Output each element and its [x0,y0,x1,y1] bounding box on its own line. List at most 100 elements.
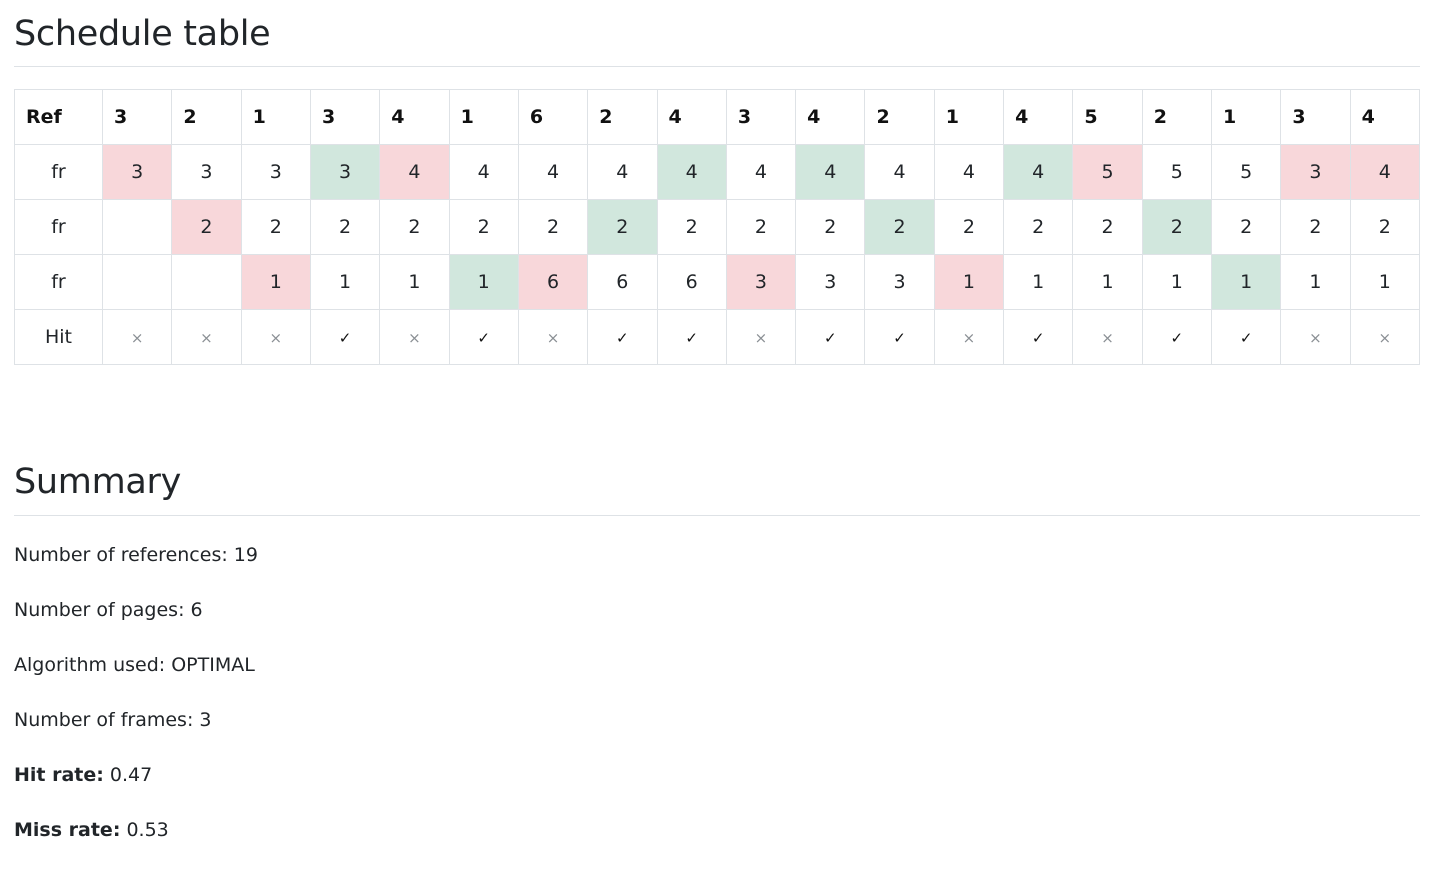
frame-cell: 4 [725,144,797,200]
ref-cell: 1 [448,89,519,145]
hit-check-cell: ✓ [864,309,935,365]
frame-cell: 2 [1349,199,1421,255]
frame-cell: 2 [1141,199,1213,255]
cross-icon: × [269,329,283,347]
ref-cell: 4 [379,89,450,145]
ref-cell: 4 [795,89,866,145]
frame-cell: 2 [379,199,450,255]
frame-cell: 4 [448,144,519,200]
cross-icon: × [1101,329,1114,347]
frame-cell: 2 [517,199,589,255]
frames-count: Number of frames: 3 [14,709,212,731]
cross-icon: × [408,329,421,347]
hit-check-cell: ✓ [448,309,519,365]
miss-cross-cell: × [517,309,589,365]
summary-heading: Summary [14,462,182,502]
ref-cell: 2 [1141,89,1213,145]
frame-cell: 2 [725,199,797,255]
checkmark-icon: ✓ [685,329,698,347]
ref-cell: 3 [309,89,381,145]
ref-header-label: Ref [14,89,103,145]
frame-cell: 3 [725,254,797,310]
ref-cell: 1 [240,89,311,145]
ref-cell: 4 [1003,89,1074,145]
hit-row-label: Hit [14,309,103,365]
hit-check-cell: ✓ [309,309,381,365]
frame-cell: 5 [1210,144,1282,200]
frame-cell: 1 [448,254,519,310]
frame-cell: 3 [864,254,935,310]
cross-icon: × [1309,329,1322,347]
miss-cross-cell: × [240,309,311,365]
miss-rate: Miss rate: 0.53 [14,815,258,870]
frame-cell: 4 [587,144,658,200]
cross-icon: × [200,329,213,347]
frame-cell: 3 [101,144,173,200]
miss-cross-cell: × [725,309,797,365]
cross-icon: × [546,329,560,347]
miss-cross-cell: × [1349,309,1421,365]
miss-rate-label: Miss rate: [14,819,121,841]
frame-row: fr 3 3 3 3 4 4 4 4 4 4 4 4 4 4 5 5 5 3 4 [14,144,1421,200]
miss-cross-cell: × [1072,309,1143,365]
ref-cell: 6 [517,89,589,145]
frame-cell: 1 [933,254,1005,310]
ref-cell: 1 [1210,89,1282,145]
schedule-table-heading: Schedule table [14,14,271,54]
pages-count: Number of pages: 6 [14,599,203,621]
frame-row: fr 2 2 2 2 2 2 2 2 2 2 2 2 2 2 2 2 2 2 [14,199,1421,255]
miss-cross-cell: × [933,309,1005,365]
frame-cell: 1 [1349,254,1421,310]
frame-cell: 3 [795,254,866,310]
frame-cell: 6 [656,254,727,310]
frame-cell: 1 [1280,254,1351,310]
hit-check-cell: ✓ [795,309,866,365]
frame-cell [101,199,173,255]
cross-icon: × [130,329,144,347]
frame-cell: 2 [587,199,658,255]
hit-row: Hit × × × ✓ × ✓ × ✓ ✓ × ✓ ✓ × ✓ × ✓ ✓ × × [14,309,1421,365]
frame-cell: 4 [517,144,589,200]
hit-check-cell: ✓ [656,309,727,365]
checkmark-icon: ✓ [893,329,906,347]
hit-check-cell: ✓ [1210,309,1282,365]
frame-row-label: fr [14,254,103,310]
checkmark-icon: ✓ [823,329,837,347]
references-count: Number of references: 19 [14,544,258,566]
frame-cell: 4 [864,144,935,200]
ref-cell: 3 [101,89,173,145]
frame-cell: 2 [795,199,866,255]
frame-cell: 2 [1280,199,1351,255]
algorithm-used: Algorithm used: OPTIMAL [14,654,255,676]
frame-cell: 1 [1210,254,1282,310]
ref-cell: 5 [1072,89,1143,145]
ref-cell: 4 [1349,89,1421,145]
hit-rate-value: 0.47 [103,764,153,786]
frame-cell: 2 [1210,199,1282,255]
cross-icon: × [962,329,976,347]
frame-cell: 2 [933,199,1005,255]
checkmark-icon: ✓ [338,329,352,347]
miss-cross-cell: × [171,309,242,365]
miss-cross-cell: × [379,309,450,365]
frame-cell: 2 [864,199,935,255]
hit-check-cell: ✓ [587,309,658,365]
frame-cell: 4 [795,144,866,200]
summary-divider [14,515,1420,516]
ref-cell: 2 [864,89,935,145]
frame-cell: 2 [1072,199,1143,255]
checkmark-icon: ✓ [1239,329,1253,347]
cross-icon: × [754,329,768,347]
frame-cell: 2 [1003,199,1074,255]
hit-check-cell: ✓ [1003,309,1074,365]
frame-cell: 2 [309,199,381,255]
summary-section: Number of references: 19 Number of pages… [14,540,258,870]
cross-icon: × [1378,329,1392,347]
miss-cross-cell: × [1280,309,1351,365]
checkmark-icon: ✓ [1170,329,1184,347]
frame-cell: 6 [587,254,658,310]
frame-row: fr 1 1 1 1 6 6 6 3 3 3 1 1 1 1 1 1 1 [14,254,1421,310]
ref-cell: 3 [725,89,797,145]
